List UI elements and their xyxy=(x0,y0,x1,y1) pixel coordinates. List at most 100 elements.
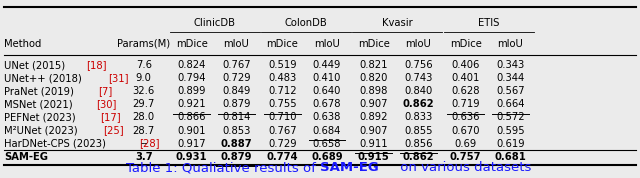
Text: mIoU: mIoU xyxy=(405,39,431,49)
Text: 0.343: 0.343 xyxy=(496,60,524,70)
Text: mDice: mDice xyxy=(266,39,298,49)
Text: UNet++ (2018): UNet++ (2018) xyxy=(4,73,84,83)
Text: 0.879: 0.879 xyxy=(221,152,252,162)
Text: 0.820: 0.820 xyxy=(360,73,388,83)
Text: 0.814: 0.814 xyxy=(222,112,250,122)
Text: 0.862: 0.862 xyxy=(403,99,434,109)
Text: ClinicDB: ClinicDB xyxy=(194,18,236,28)
Text: 0.921: 0.921 xyxy=(177,99,206,109)
Text: 0.866: 0.866 xyxy=(177,112,206,122)
Text: HarDNet-CPS (2023): HarDNet-CPS (2023) xyxy=(4,138,109,149)
Text: 0.833: 0.833 xyxy=(404,112,433,122)
Text: 28.7: 28.7 xyxy=(132,125,155,135)
Text: 0.638: 0.638 xyxy=(313,112,341,122)
Text: 0.449: 0.449 xyxy=(313,60,341,70)
Text: 0.917: 0.917 xyxy=(177,138,206,149)
Text: 0.678: 0.678 xyxy=(313,99,341,109)
Text: 0.901: 0.901 xyxy=(177,125,206,135)
Text: 0.911: 0.911 xyxy=(359,138,388,149)
Text: ColonDB: ColonDB xyxy=(284,18,327,28)
Text: mIoU: mIoU xyxy=(497,39,524,49)
Text: 3.7: 3.7 xyxy=(135,152,152,162)
Text: ETIS: ETIS xyxy=(478,18,500,28)
Text: on various datasets: on various datasets xyxy=(396,161,531,174)
Text: 0.824: 0.824 xyxy=(177,60,206,70)
Text: 0.640: 0.640 xyxy=(313,86,341,96)
Text: 32.6: 32.6 xyxy=(132,86,155,96)
Text: 0.767: 0.767 xyxy=(268,125,296,135)
Text: 0.729: 0.729 xyxy=(222,73,251,83)
Text: 0.729: 0.729 xyxy=(268,138,296,149)
Text: --: -- xyxy=(140,138,147,149)
Text: [17]: [17] xyxy=(100,112,121,122)
Text: 9.0: 9.0 xyxy=(136,73,152,83)
Text: 0.915: 0.915 xyxy=(358,152,390,162)
Text: mIoU: mIoU xyxy=(314,39,340,49)
Text: 0.887: 0.887 xyxy=(221,138,252,149)
Text: [7]: [7] xyxy=(98,86,112,96)
Text: 0.892: 0.892 xyxy=(360,112,388,122)
Text: 0.849: 0.849 xyxy=(222,86,250,96)
Text: [28]: [28] xyxy=(139,138,159,149)
Text: 0.794: 0.794 xyxy=(177,73,206,83)
Text: 0.774: 0.774 xyxy=(266,152,298,162)
Text: 0.69: 0.69 xyxy=(454,138,477,149)
Text: 0.344: 0.344 xyxy=(496,73,524,83)
Text: 0.406: 0.406 xyxy=(451,60,480,70)
Text: 29.7: 29.7 xyxy=(132,99,155,109)
Text: 0.519: 0.519 xyxy=(268,60,296,70)
Text: PEFNet (2023): PEFNet (2023) xyxy=(4,112,79,122)
Text: 0.595: 0.595 xyxy=(496,125,525,135)
Text: UNet (2015): UNet (2015) xyxy=(4,60,68,70)
Text: 0.821: 0.821 xyxy=(360,60,388,70)
Text: 0.767: 0.767 xyxy=(222,60,251,70)
Text: 0.628: 0.628 xyxy=(451,86,480,96)
Text: 0.899: 0.899 xyxy=(177,86,206,96)
Text: 0.743: 0.743 xyxy=(404,73,433,83)
Text: mDice: mDice xyxy=(450,39,481,49)
Text: 0.712: 0.712 xyxy=(268,86,296,96)
Text: 0.898: 0.898 xyxy=(360,86,388,96)
Text: mDice: mDice xyxy=(176,39,207,49)
Text: Params(M): Params(M) xyxy=(117,39,170,49)
Text: 0.879: 0.879 xyxy=(222,99,251,109)
Text: 0.619: 0.619 xyxy=(496,138,525,149)
Text: 0.572: 0.572 xyxy=(496,112,525,122)
Text: [30]: [30] xyxy=(96,99,116,109)
Text: 0.856: 0.856 xyxy=(404,138,433,149)
Text: 0.636: 0.636 xyxy=(451,112,480,122)
Text: 0.689: 0.689 xyxy=(311,152,343,162)
Text: 0.670: 0.670 xyxy=(451,125,480,135)
Text: 0.710: 0.710 xyxy=(268,112,296,122)
Text: 0.756: 0.756 xyxy=(404,60,433,70)
Text: Kvasir: Kvasir xyxy=(381,18,412,28)
Text: 0.855: 0.855 xyxy=(404,125,433,135)
Text: 0.681: 0.681 xyxy=(494,152,526,162)
Text: mIoU: mIoU xyxy=(223,39,249,49)
Text: [25]: [25] xyxy=(102,125,124,135)
Text: 0.401: 0.401 xyxy=(451,73,480,83)
Text: 0.757: 0.757 xyxy=(450,152,481,162)
Text: 7.6: 7.6 xyxy=(136,60,152,70)
Text: 0.658: 0.658 xyxy=(313,138,341,149)
Text: mDice: mDice xyxy=(358,39,390,49)
Text: 0.483: 0.483 xyxy=(268,73,296,83)
Text: Table 1: Qualiative results of: Table 1: Qualiative results of xyxy=(126,161,320,174)
Text: 28.0: 28.0 xyxy=(132,112,155,122)
Text: 0.931: 0.931 xyxy=(176,152,207,162)
Text: MSNet (2021): MSNet (2021) xyxy=(4,99,76,109)
Text: 0.755: 0.755 xyxy=(268,99,296,109)
Text: M²UNet (2023): M²UNet (2023) xyxy=(4,125,81,135)
Text: 0.907: 0.907 xyxy=(360,125,388,135)
Text: 0.840: 0.840 xyxy=(404,86,433,96)
Text: 0.907: 0.907 xyxy=(360,99,388,109)
Text: SAM-EG: SAM-EG xyxy=(4,152,48,162)
Text: 0.664: 0.664 xyxy=(496,99,525,109)
Text: Method: Method xyxy=(4,39,41,49)
Text: SAM-EG: SAM-EG xyxy=(320,161,379,174)
Text: 0.567: 0.567 xyxy=(496,86,525,96)
Text: PraNet (2019): PraNet (2019) xyxy=(4,86,77,96)
Text: [31]: [31] xyxy=(108,73,129,83)
Text: 0.862: 0.862 xyxy=(403,152,434,162)
Text: 0.410: 0.410 xyxy=(313,73,341,83)
